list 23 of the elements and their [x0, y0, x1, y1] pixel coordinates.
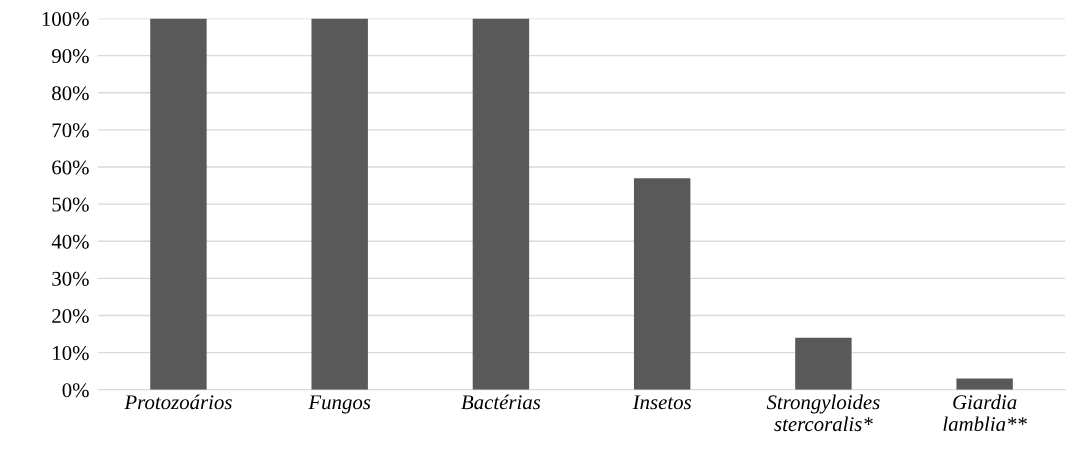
bar: [956, 378, 1013, 390]
y-tick-label: 90%: [51, 49, 89, 64]
x-tick-label: Fungos: [308, 395, 371, 414]
bar: [633, 178, 691, 390]
bar: [311, 18, 368, 390]
bar: [472, 18, 530, 390]
x-tick-label: Strongyloides stercoralis*: [766, 394, 880, 432]
x-tick-label: Giardia lamblia**: [943, 394, 1027, 432]
y-tick-label: 60%: [52, 160, 89, 175]
x-tick-label: Protozoários: [124, 394, 232, 410]
y-tick-label: 70%: [52, 123, 89, 138]
y-tick-label: 50%: [52, 197, 89, 212]
y-tick-label: 80%: [52, 86, 89, 101]
y-tick-label: 100%: [42, 11, 89, 27]
x-tick-label: Bactérias: [461, 394, 541, 410]
y-tick-label: 40%: [51, 234, 89, 249]
bar: [795, 337, 852, 390]
y-tick-label: 0%: [62, 383, 89, 398]
y-tick-label: 10%: [53, 346, 89, 361]
bar: [150, 18, 207, 390]
x-tick-label: Insetos: [632, 395, 692, 410]
y-tick-label: 20%: [52, 308, 89, 324]
y-tick-label: 30%: [52, 271, 89, 286]
